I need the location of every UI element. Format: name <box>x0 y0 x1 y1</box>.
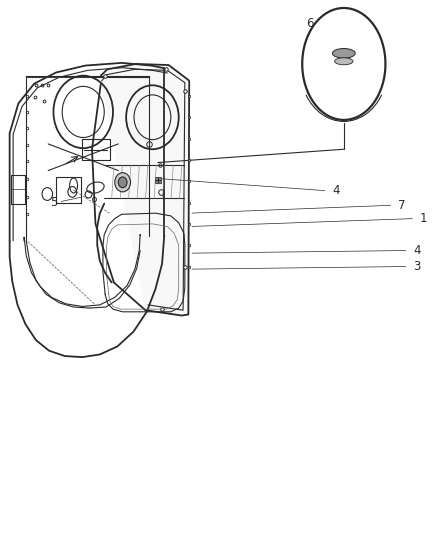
Ellipse shape <box>335 58 353 65</box>
Text: 6: 6 <box>307 18 314 30</box>
Text: 4: 4 <box>413 244 420 257</box>
Circle shape <box>115 173 131 192</box>
Ellipse shape <box>332 49 355 58</box>
Text: 3: 3 <box>413 260 420 273</box>
Text: 4: 4 <box>332 184 339 197</box>
Polygon shape <box>101 64 189 316</box>
Text: 7: 7 <box>398 199 405 212</box>
Ellipse shape <box>302 8 385 120</box>
Text: 5: 5 <box>50 196 58 209</box>
Text: 1: 1 <box>420 212 427 225</box>
Circle shape <box>118 177 127 188</box>
